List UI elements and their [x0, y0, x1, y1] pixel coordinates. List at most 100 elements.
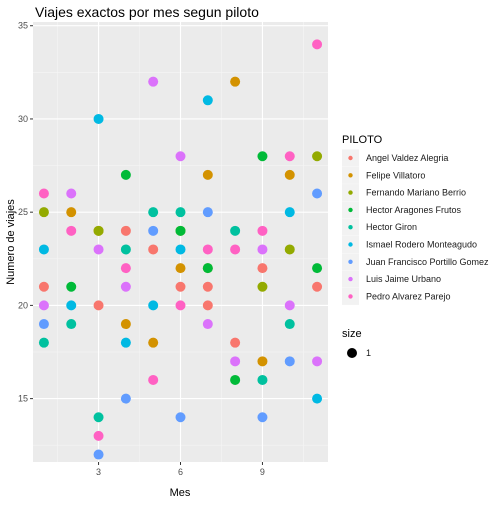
data-point [66, 207, 77, 218]
data-point [202, 207, 213, 218]
data-point [202, 300, 213, 311]
legend-label: Ismael Rodero Monteagudo [366, 240, 477, 250]
data-point [120, 225, 131, 236]
data-point [93, 412, 104, 423]
data-point [66, 225, 77, 236]
data-point [257, 356, 268, 367]
chart-title: Viajes exactos por mes segun piloto [35, 4, 259, 20]
legend-marker [348, 173, 353, 178]
y-tick-label: 35 [18, 21, 28, 31]
data-point [93, 430, 104, 441]
data-point [230, 76, 241, 87]
data-point [148, 207, 159, 218]
data-point [175, 263, 186, 274]
data-point [66, 188, 77, 199]
size-legend-marker [347, 348, 357, 358]
data-point [257, 225, 268, 236]
data-point [312, 393, 323, 404]
legend-marker [348, 276, 353, 282]
data-point [230, 374, 241, 385]
data-point [202, 95, 213, 106]
x-tick-label: 6 [178, 467, 183, 477]
data-point [66, 319, 77, 330]
legend-label: Juan Francisco Portillo Gomez [366, 257, 489, 267]
data-points [38, 39, 323, 460]
data-point [38, 188, 49, 199]
legend-marker [348, 207, 353, 213]
x-axis-label: Mes [170, 487, 191, 499]
legend-marker [348, 190, 353, 195]
data-point [66, 281, 77, 292]
y-axis-label: Numero de viajes [5, 199, 17, 285]
data-point [148, 300, 159, 311]
legend-label: Hector Giron [366, 222, 417, 232]
data-point [93, 113, 104, 124]
data-point [148, 225, 159, 236]
data-point [257, 151, 268, 162]
data-point [148, 374, 159, 385]
size-legend-title: size [342, 328, 362, 340]
data-point [257, 244, 268, 255]
data-point [284, 207, 295, 218]
data-point [284, 319, 295, 330]
legend-marker [348, 294, 353, 299]
data-point [312, 39, 323, 50]
axes: 3 6 9 15 20 25 30 35 [18, 21, 265, 477]
data-point [38, 337, 49, 348]
data-point [284, 244, 295, 255]
data-point [312, 263, 323, 274]
y-tick-label: 30 [18, 114, 28, 124]
data-point [284, 356, 295, 367]
data-point [175, 225, 186, 236]
data-point [120, 263, 131, 274]
data-point [38, 300, 49, 311]
data-point [202, 244, 213, 255]
data-point [120, 393, 131, 404]
data-point [202, 169, 213, 180]
legend-label: Hector Aragones Frutos [366, 205, 462, 215]
data-point [312, 188, 323, 199]
grid-lines [33, 22, 328, 462]
legend-marker [348, 225, 353, 230]
data-point [38, 281, 49, 292]
legend-label: Luis Jaime Urbano [366, 274, 441, 284]
data-point [120, 319, 131, 330]
legend-title: PILOTO [342, 134, 383, 146]
data-point [312, 151, 323, 162]
data-point [175, 244, 186, 255]
legend-marker [348, 259, 353, 264]
size-legend: size 1 [342, 328, 371, 358]
data-point [175, 300, 186, 311]
data-point [230, 225, 241, 236]
data-point [257, 263, 268, 274]
size-legend-label: 1 [366, 348, 371, 358]
data-point [66, 300, 77, 311]
data-point [175, 151, 186, 162]
data-point [120, 337, 131, 348]
x-tick-label: 3 [96, 467, 101, 477]
data-point [120, 169, 131, 180]
y-tick-label: 20 [18, 300, 28, 310]
data-point [93, 300, 104, 311]
data-point [202, 319, 213, 330]
data-point [312, 281, 323, 292]
data-point [148, 76, 159, 87]
data-point [284, 169, 295, 180]
data-point [175, 281, 186, 292]
data-point [148, 244, 159, 255]
legend-label: Felipe Villatoro [366, 170, 425, 180]
data-point [284, 300, 295, 311]
data-point [257, 281, 268, 292]
data-point [202, 281, 213, 292]
data-point [148, 337, 159, 348]
data-point [257, 374, 268, 385]
legend-marker [348, 242, 353, 247]
legend-label: Fernando Mariano Berrio [366, 188, 466, 198]
data-point [257, 412, 268, 423]
data-point [93, 449, 104, 460]
data-point [230, 337, 241, 348]
y-tick-label: 15 [18, 394, 28, 404]
data-point [175, 207, 186, 218]
